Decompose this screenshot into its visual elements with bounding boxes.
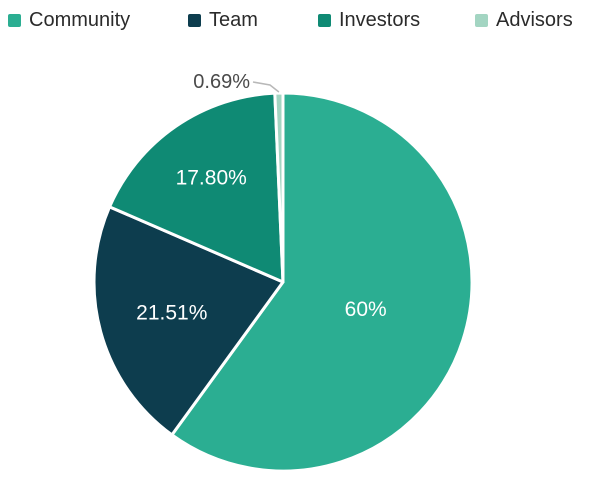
chart-legend: Community Team Investors Advisors — [0, 6, 600, 36]
legend-label-investors: Investors — [339, 9, 421, 31]
legend-item-team[interactable]: Team — [188, 6, 258, 34]
slice-label-team: 21.51% — [136, 301, 207, 324]
pie-slice-team[interactable] — [92, 205, 285, 437]
legend-label-team: Team — [209, 9, 258, 31]
pie-slice-advisors[interactable] — [273, 91, 285, 284]
callout-label-advisors: 0.69% — [193, 71, 250, 93]
slice-label-community: 60% — [345, 298, 387, 321]
legend-item-investors[interactable]: Investors — [318, 6, 420, 34]
callout-line-advisors — [252, 81, 280, 93]
legend-item-advisors[interactable]: Advisors — [475, 6, 573, 34]
legend-swatch-team — [188, 13, 201, 27]
slice-label-investors: 17.80% — [176, 167, 247, 190]
legend-swatch-community — [8, 13, 21, 27]
pie-slice-investors[interactable] — [108, 91, 285, 284]
pie-slice-community[interactable] — [170, 91, 474, 473]
legend-item-community[interactable]: Community — [8, 6, 130, 34]
legend-label-advisors: Advisors — [496, 9, 573, 31]
legend-label-community: Community — [29, 9, 131, 31]
legend-swatch-advisors — [475, 13, 488, 27]
legend-swatch-investors — [318, 13, 331, 27]
